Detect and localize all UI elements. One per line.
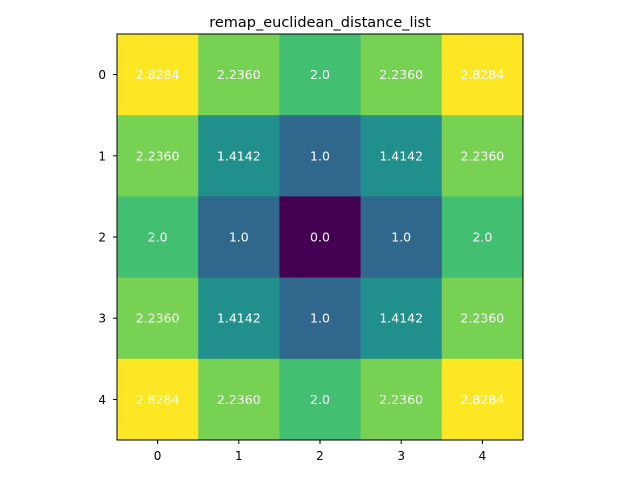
cell-label-r0-c0: 2.8284 [136, 67, 180, 82]
y-tick-label-2: 2 [98, 231, 106, 245]
heatmap-cell-r0-c0 [117, 34, 199, 116]
cell-label-r1-c1: 1.4142 [217, 148, 261, 163]
heatmap-cells [117, 34, 524, 441]
cell-label-r3-c3: 1.4142 [379, 311, 423, 326]
y-tick-label-0: 0 [98, 68, 106, 82]
chart-title: remap_euclidean_distance_list [209, 15, 431, 31]
heatmap-cell-r0-c1 [198, 34, 280, 116]
heatmap-cell-r2-c4 [441, 196, 524, 279]
heatmap-cell-r4-c0 [117, 358, 199, 441]
cell-label-r4-c2: 2.0 [310, 392, 330, 407]
y-tick-label-1: 1 [98, 149, 106, 163]
cell-label-r4-c3: 2.2360 [379, 392, 423, 407]
heatmap-cell-r3-c1 [198, 277, 280, 360]
x-tick-label-1: 1 [235, 449, 243, 463]
cell-label-r4-c0: 2.8284 [136, 392, 180, 407]
heatmap-cell-r1-c4 [441, 115, 524, 197]
heatmap-cell-r1-c3 [360, 115, 443, 197]
cell-label-r0-c2: 2.0 [310, 67, 330, 82]
cell-label-r3-c4: 2.2360 [461, 311, 505, 326]
heatmap-cell-r1-c0 [117, 115, 199, 197]
heatmap-cell-r0-c2 [279, 34, 362, 116]
heatmap-cell-r3-c4 [441, 277, 524, 360]
cell-label-r4-c4: 2.8284 [461, 392, 505, 407]
heatmap-cell-r1-c2 [279, 115, 362, 197]
heatmap-cell-r2-c3 [360, 196, 443, 279]
x-tick-label-0: 0 [154, 449, 162, 463]
heatmap-cell-r2-c2 [279, 196, 362, 279]
heatmap-cell-r2-c1 [198, 196, 280, 279]
cell-label-r2-c4: 2.0 [472, 230, 492, 245]
cell-label-r2-c1: 1.0 [229, 230, 249, 245]
cell-label-r1-c4: 2.2360 [461, 148, 505, 163]
x-axis: 0 1 2 3 4 [154, 440, 486, 463]
x-tick-label-3: 3 [397, 449, 405, 463]
x-tick-label-4: 4 [479, 449, 487, 463]
cell-label-r0-c1: 2.2360 [217, 67, 261, 82]
cell-label-r1-c3: 1.4142 [379, 148, 423, 163]
heatmap-cell-r4-c3 [360, 358, 443, 441]
heatmap-cell-r0-c3 [360, 34, 443, 116]
heatmap-cell-r2-c0 [117, 196, 199, 279]
cell-label-r2-c3: 1.0 [391, 230, 411, 245]
heatmap-cell-r4-c4 [441, 358, 524, 441]
cell-label-r1-c0: 2.2360 [136, 148, 180, 163]
x-tick-label-2: 2 [316, 449, 324, 463]
heatmap-cell-labels: 2.8284 2.2360 2.0 2.2360 2.8284 2.2360 1.4142 1… [136, 67, 505, 407]
heatmap-cell-r3-c2 [279, 277, 362, 360]
y-tick-label-3: 3 [98, 312, 106, 326]
cell-label-r1-c2: 1.0 [310, 148, 330, 163]
cell-label-r0-c4: 2.8284 [461, 67, 505, 82]
heatmap-cell-r1-c1 [198, 115, 280, 197]
cell-label-r4-c1: 2.2360 [217, 392, 261, 407]
cell-label-r2-c0: 2.0 [148, 230, 168, 245]
heatmap-cell-r4-c1 [198, 358, 280, 441]
heatmap-cell-r3-c3 [360, 277, 443, 360]
heatmap-cell-r0-c4 [441, 34, 524, 116]
cell-label-r0-c3: 2.2360 [379, 67, 423, 82]
cell-label-r3-c2: 1.0 [310, 311, 330, 326]
cell-label-r3-c1: 1.4142 [217, 311, 261, 326]
cell-label-r3-c0: 2.2360 [136, 311, 180, 326]
heatmap-cell-r4-c2 [279, 358, 362, 441]
cell-label-r2-c2: 0.0 [310, 230, 330, 245]
y-tick-label-4: 4 [98, 393, 106, 407]
heatmap-cell-r3-c0 [117, 277, 199, 360]
y-axis: 0 1 2 3 4 [98, 68, 117, 407]
